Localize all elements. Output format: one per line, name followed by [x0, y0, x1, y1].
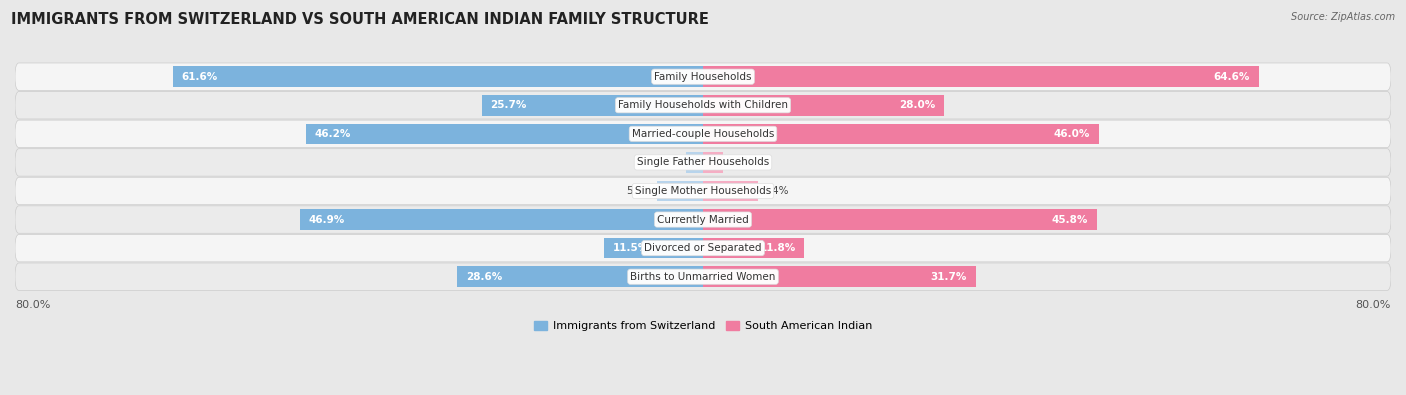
Text: 64.6%: 64.6%	[1213, 71, 1250, 82]
Text: Currently Married: Currently Married	[657, 214, 749, 224]
Bar	[686, 152, 703, 173]
Bar	[299, 209, 703, 230]
FancyBboxPatch shape	[15, 63, 1391, 90]
Bar	[703, 66, 1258, 87]
Text: Family Households: Family Households	[654, 71, 752, 82]
Text: 46.0%: 46.0%	[1053, 129, 1090, 139]
Bar	[703, 266, 976, 287]
Text: 6.4%: 6.4%	[762, 186, 789, 196]
Text: 80.0%: 80.0%	[15, 299, 51, 310]
Text: 25.7%: 25.7%	[491, 100, 527, 110]
FancyBboxPatch shape	[15, 206, 1391, 233]
Text: 28.0%: 28.0%	[898, 100, 935, 110]
Bar	[703, 238, 804, 258]
Text: 11.5%: 11.5%	[613, 243, 650, 253]
Bar	[703, 181, 758, 201]
Text: Births to Unmarried Women: Births to Unmarried Women	[630, 272, 776, 282]
Text: 61.6%: 61.6%	[181, 71, 218, 82]
Text: Married-couple Households: Married-couple Households	[631, 129, 775, 139]
Bar	[658, 181, 703, 201]
Bar	[482, 95, 703, 116]
FancyBboxPatch shape	[15, 177, 1391, 205]
Text: 2.3%: 2.3%	[727, 158, 754, 167]
Text: IMMIGRANTS FROM SWITZERLAND VS SOUTH AMERICAN INDIAN FAMILY STRUCTURE: IMMIGRANTS FROM SWITZERLAND VS SOUTH AME…	[11, 12, 709, 27]
Bar	[305, 124, 703, 144]
Text: Source: ZipAtlas.com: Source: ZipAtlas.com	[1291, 12, 1395, 22]
Text: Divorced or Separated: Divorced or Separated	[644, 243, 762, 253]
Text: Single Father Households: Single Father Households	[637, 158, 769, 167]
FancyBboxPatch shape	[15, 92, 1391, 119]
Text: Family Households with Children: Family Households with Children	[619, 100, 787, 110]
Text: 31.7%: 31.7%	[931, 272, 967, 282]
FancyBboxPatch shape	[15, 263, 1391, 290]
FancyBboxPatch shape	[15, 234, 1391, 262]
FancyBboxPatch shape	[15, 120, 1391, 148]
Bar	[605, 238, 703, 258]
Bar	[703, 124, 1098, 144]
Text: 28.6%: 28.6%	[465, 272, 502, 282]
Text: 45.8%: 45.8%	[1052, 214, 1088, 224]
Bar	[703, 152, 723, 173]
FancyBboxPatch shape	[15, 149, 1391, 176]
Legend: Immigrants from Switzerland, South American Indian: Immigrants from Switzerland, South Ameri…	[529, 316, 877, 336]
Bar	[703, 95, 943, 116]
Bar	[457, 266, 703, 287]
Text: 11.8%: 11.8%	[759, 243, 796, 253]
Text: 5.3%: 5.3%	[627, 186, 654, 196]
Text: Single Mother Households: Single Mother Households	[636, 186, 770, 196]
Bar	[173, 66, 703, 87]
Text: 2.0%: 2.0%	[655, 158, 682, 167]
Text: 46.2%: 46.2%	[315, 129, 350, 139]
Text: 46.9%: 46.9%	[308, 214, 344, 224]
Text: 80.0%: 80.0%	[1355, 299, 1391, 310]
Bar	[703, 209, 1097, 230]
